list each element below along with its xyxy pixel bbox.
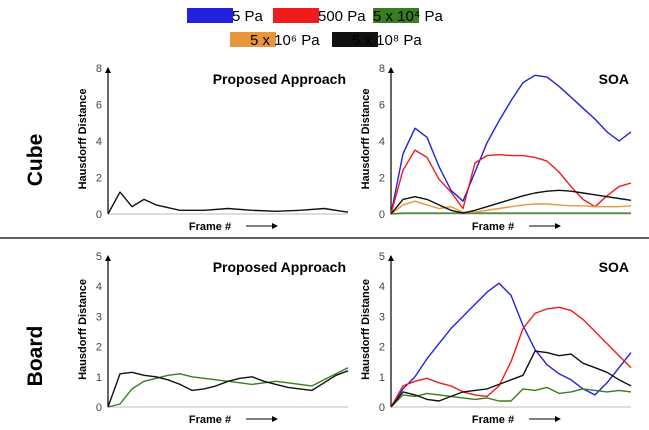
series-line — [390, 189, 632, 215]
y-tick-label: 3 — [96, 311, 102, 323]
legend-swatch-5e6pa — [230, 32, 276, 47]
series-line — [107, 370, 349, 408]
x-axis-arrow — [555, 416, 561, 422]
y-tick-label: 2 — [379, 173, 385, 185]
legend-item: 5 x 10⁶ Pa — [230, 32, 320, 49]
y-tick-label: 2 — [96, 342, 102, 354]
series-line — [390, 386, 632, 408]
chart-panel: 0 2 4 6 8 Hausdorff Distance Frame # Proposed A… — [77, 63, 349, 233]
legend-item: 5 x 10⁸ Pa — [332, 32, 422, 49]
y-axis-arrow — [105, 255, 111, 261]
legend-label: 500 Pa — [318, 8, 366, 25]
x-axis-label: Frame # — [472, 414, 514, 426]
y-tick-label: 6 — [96, 100, 102, 112]
legend-swatch-5e8pa — [332, 32, 378, 47]
y-tick-label: 0 — [379, 209, 385, 221]
y-axis-arrow — [388, 67, 394, 73]
y-tick-label: 2 — [379, 342, 385, 354]
legend-label: 5 x 10⁶ Pa — [250, 32, 320, 49]
y-tick-label: 8 — [379, 63, 385, 75]
legend: 5 Pa 500 Pa 5 x 10⁴ Pa 5 x 10⁶ Pa 5 x 10… — [187, 8, 443, 49]
chart-panel: 0 1 2 3 4 5 Hausdorff Distance Frame # Proposed … — [77, 251, 349, 426]
series-line — [107, 191, 349, 215]
series-line — [390, 200, 632, 215]
y-tick-label: 4 — [379, 136, 385, 148]
legend-swatch-5e4pa — [373, 8, 419, 23]
legend-swatch-500pa — [273, 8, 319, 23]
y-tick-label: 1 — [96, 372, 102, 384]
x-axis-label: Frame # — [189, 221, 231, 233]
x-axis-label: Frame # — [472, 221, 514, 233]
y-tick-label: 6 — [379, 100, 385, 112]
legend-item: 5 Pa — [187, 8, 264, 25]
y-tick-label: 0 — [96, 209, 102, 221]
legend-label: 5 x 10⁴ Pa — [373, 8, 443, 25]
y-axis-arrow — [105, 67, 111, 73]
panel-title: SOA — [599, 259, 629, 275]
y-tick-label: 4 — [96, 136, 102, 148]
chart-panel: 0 2 4 6 8 Hausdorff Distance Frame # SOA — [360, 63, 632, 233]
y-axis-arrow — [388, 255, 394, 261]
chart-panel: 0 1 2 3 4 5 Hausdorff Distance Frame # SOA — [360, 251, 632, 426]
series-line — [390, 212, 631, 215]
legend-item: 5 x 10⁴ Pa — [373, 8, 443, 25]
series-line — [390, 74, 632, 215]
x-axis-arrow — [555, 223, 561, 229]
series-line — [390, 350, 632, 408]
legend-label: 5 x 10⁸ Pa — [352, 32, 422, 49]
y-axis-label: Hausdorff Distance — [360, 279, 372, 380]
panel-title: SOA — [599, 71, 629, 87]
y-tick-label: 4 — [96, 281, 102, 293]
legend-label: 5 Pa — [232, 8, 264, 25]
panel-title: Proposed Approach — [213, 259, 346, 275]
series-line — [390, 306, 632, 408]
y-tick-label: 3 — [379, 311, 385, 323]
y-tick-label: 2 — [96, 173, 102, 185]
series-line — [390, 149, 632, 215]
y-tick-label: 4 — [379, 281, 385, 293]
row-label-cube: Cube — [24, 134, 47, 187]
x-axis-arrow — [272, 223, 278, 229]
row-label-board: Board — [24, 326, 47, 387]
legend-swatch-5pa — [187, 8, 233, 23]
y-tick-label: 0 — [96, 402, 102, 414]
y-axis-label: Hausdorff Distance — [77, 279, 89, 380]
panel-title: Proposed Approach — [213, 71, 346, 87]
y-tick-label: 5 — [96, 251, 102, 263]
x-axis-arrow — [272, 416, 278, 422]
y-axis-label: Hausdorff Distance — [360, 89, 372, 190]
y-tick-label: 5 — [379, 251, 385, 263]
y-axis-label: Hausdorff Distance — [77, 89, 89, 190]
series-line — [107, 367, 349, 408]
y-tick-label: 0 — [379, 402, 385, 414]
y-tick-label: 8 — [96, 63, 102, 75]
series-line — [390, 282, 632, 408]
y-tick-label: 1 — [379, 372, 385, 384]
panels: 0 2 4 6 8 Hausdorff Distance Frame # Proposed A… — [77, 63, 632, 426]
legend-item: 500 Pa — [273, 8, 366, 25]
x-axis-label: Frame # — [189, 414, 231, 426]
